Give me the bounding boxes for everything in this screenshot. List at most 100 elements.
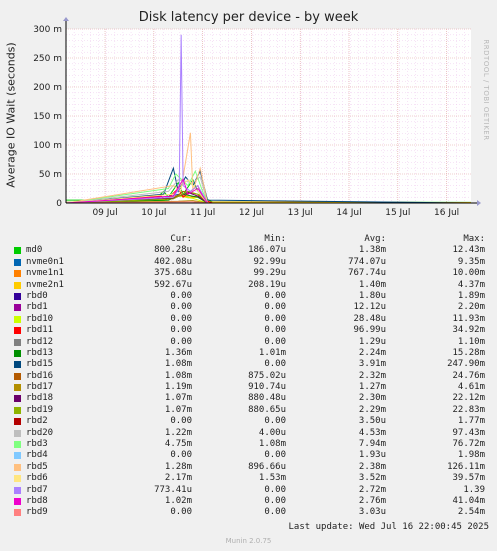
legend-row-rbd18: rbd18 1.07m 880.48u 2.30m 22.12m — [14, 393, 489, 404]
legend-cur: 1.08m — [164, 359, 192, 370]
legend-swatch — [14, 258, 21, 266]
legend-avg: 1.27m — [358, 382, 386, 393]
legend-cur: 0.00 — [170, 450, 192, 461]
legend-avg: 3.50u — [358, 416, 386, 427]
legend-name: rbd2 — [26, 416, 48, 427]
legend-swatch — [14, 292, 21, 300]
legend-swatch — [14, 304, 21, 312]
legend-min: 896.66u — [248, 461, 286, 472]
legend-cur: 1.36m — [164, 347, 192, 358]
legend-swatch — [14, 327, 21, 335]
legend-swatch — [14, 372, 21, 380]
y-tick-label: 300 m — [33, 25, 62, 35]
legend-cur: 0.00 — [170, 302, 192, 313]
legend-row-rbd6: rbd6 2.17m 1.53m 3.52m 39.57m — [14, 473, 489, 484]
legend-row-rbd10: rbd10 0.00 0.00 28.48u 11.93m — [14, 314, 489, 325]
legend-name: rbd3 — [26, 439, 48, 450]
x-tick-labels: 09 Jul 10 Jul 11 Jul 12 Jul 13 Jul 14 Jul 15 J… — [92, 208, 459, 218]
x-tick-label: 16 Jul — [434, 208, 459, 218]
legend-avg: 1.80u — [358, 290, 386, 301]
legend-max: 12.43m — [452, 245, 485, 256]
legend-row-rbd9: rbd9 0.00 0.00 3.03u 2.54m — [14, 507, 489, 518]
axes — [63, 17, 481, 206]
legend-swatch — [14, 270, 21, 278]
y-axis-arrow — [63, 17, 69, 21]
legend-swatch — [14, 384, 21, 392]
legend-row-nvme2n1: nvme2n1 592.67u 208.19u 1.40m 4.37m — [14, 280, 489, 291]
legend-cur: 1.07m — [164, 393, 192, 404]
y-tick-label: 50 m — [39, 170, 62, 180]
legend-row-rbd7: rbd7 773.41u 0.00 2.72m 1.39 — [14, 485, 489, 496]
legend-max: 15.28m — [452, 347, 485, 358]
legend-swatch — [14, 247, 21, 255]
legend-avg: 3.03u — [358, 507, 386, 518]
legend-name: rbd17 — [26, 382, 54, 393]
legend-row-rbd8: rbd8 1.02m 0.00 2.76m 41.04m — [14, 496, 489, 507]
legend-max: 126.11m — [447, 461, 485, 472]
col-cur-header: Cur: — [170, 234, 192, 244]
x-tick-label: 12 Jul — [239, 208, 264, 218]
legend-row-rbd15: rbd15 1.08m 0.00 3.91m 247.90m — [14, 359, 489, 370]
legend-avg: 1.38m — [358, 245, 386, 256]
legend-cur: 0.00 — [170, 416, 192, 427]
legend-row-rbd11: rbd11 0.00 0.00 96.99u 34.92m — [14, 325, 489, 336]
legend-row-nvme0n1: nvme0n1 402.08u 92.99u 774.07u 9.35m — [14, 257, 489, 268]
legend-min: 1.01m — [258, 347, 286, 358]
legend-swatch — [14, 418, 21, 426]
legend-max: 11.93m — [452, 313, 485, 324]
legend-avg: 767.74u — [348, 268, 386, 279]
legend-table: Cur: Min: Avg: Max: md0 800.28u 186.07u 1.3… — [14, 234, 489, 519]
legend-name: rbd15 — [26, 359, 54, 370]
legend-min: 880.48u — [248, 393, 286, 404]
col-min-header: Min: — [264, 234, 286, 244]
legend-row-rbd12: rbd12 0.00 0.00 1.29u 1.10m — [14, 337, 489, 348]
legend-name: rbd19 — [26, 404, 54, 415]
legend-row-rbd16: rbd16 1.08m 875.02u 2.32m 24.76m — [14, 371, 489, 382]
series-line-rbd7 — [65, 34, 471, 204]
legend-cur: 1.08m — [164, 370, 192, 381]
y-tick-label: 0 — [56, 199, 62, 209]
legend-cur: 0.00 — [170, 313, 192, 324]
legend-max: 39.57m — [452, 473, 485, 484]
legend-min: 0.00 — [264, 302, 286, 313]
legend-max: 4.61m — [457, 382, 485, 393]
legend-min: 186.07u — [248, 245, 286, 256]
legend-avg: 4.53m — [358, 427, 386, 438]
legend-min: 0.00 — [264, 313, 286, 324]
x-tick-label: 11 Jul — [190, 208, 215, 218]
legend-min: 99.29u — [253, 268, 286, 279]
legend-name: rbd16 — [26, 370, 54, 381]
legend-max: 24.76m — [452, 370, 485, 381]
legend-row-rbd20: rbd20 1.22m 4.00u 4.53m 97.43m — [14, 428, 489, 439]
legend-max: 22.83m — [452, 404, 485, 415]
legend-avg: 2.72m — [358, 484, 386, 495]
legend-row-rbd17: rbd17 1.19m 910.74u 1.27m 4.61m — [14, 382, 489, 393]
legend-cur: 1.22m — [164, 427, 192, 438]
legend-name: rbd4 — [26, 450, 48, 461]
legend-name: rbd6 — [26, 473, 48, 484]
legend-cur: 1.28m — [164, 461, 192, 472]
legend-min: 208.19u — [248, 279, 286, 290]
legend-row-rbd1: rbd1 0.00 0.00 12.12u 2.20m — [14, 302, 489, 313]
col-max-header: Max: — [463, 234, 485, 244]
legend-rows: md0 800.28u 186.07u 1.38m 12.43m nvme0n1 402.0… — [14, 245, 489, 518]
legend-avg: 1.29u — [358, 336, 386, 347]
legend-avg: 2.24m — [358, 347, 386, 358]
legend-avg: 12.12u — [353, 302, 386, 313]
legend-name: md0 — [26, 245, 43, 256]
legend-cur: 4.75m — [164, 439, 192, 450]
y-tick-label: 200 m — [33, 83, 62, 93]
legend-max: 9.35m — [457, 256, 485, 267]
legend-cur: 773.41u — [154, 484, 192, 495]
legend-min: 1.53m — [258, 473, 286, 484]
legend-name: nvme1n1 — [26, 268, 64, 279]
legend-row-md0: md0 800.28u 186.07u 1.38m 12.43m — [14, 245, 489, 256]
legend-max: 2.54m — [457, 507, 485, 518]
legend-min: 0.00 — [264, 484, 286, 495]
legend-swatch — [14, 509, 21, 517]
legend-row-rbd3: rbd3 4.75m 1.08m 7.94m 76.72m — [14, 439, 489, 450]
legend-cur: 0.00 — [170, 507, 192, 518]
x-tick-label: 15 Jul — [385, 208, 410, 218]
legend-min: 92.99u — [253, 256, 286, 267]
legend-avg: 1.40m — [358, 279, 386, 290]
